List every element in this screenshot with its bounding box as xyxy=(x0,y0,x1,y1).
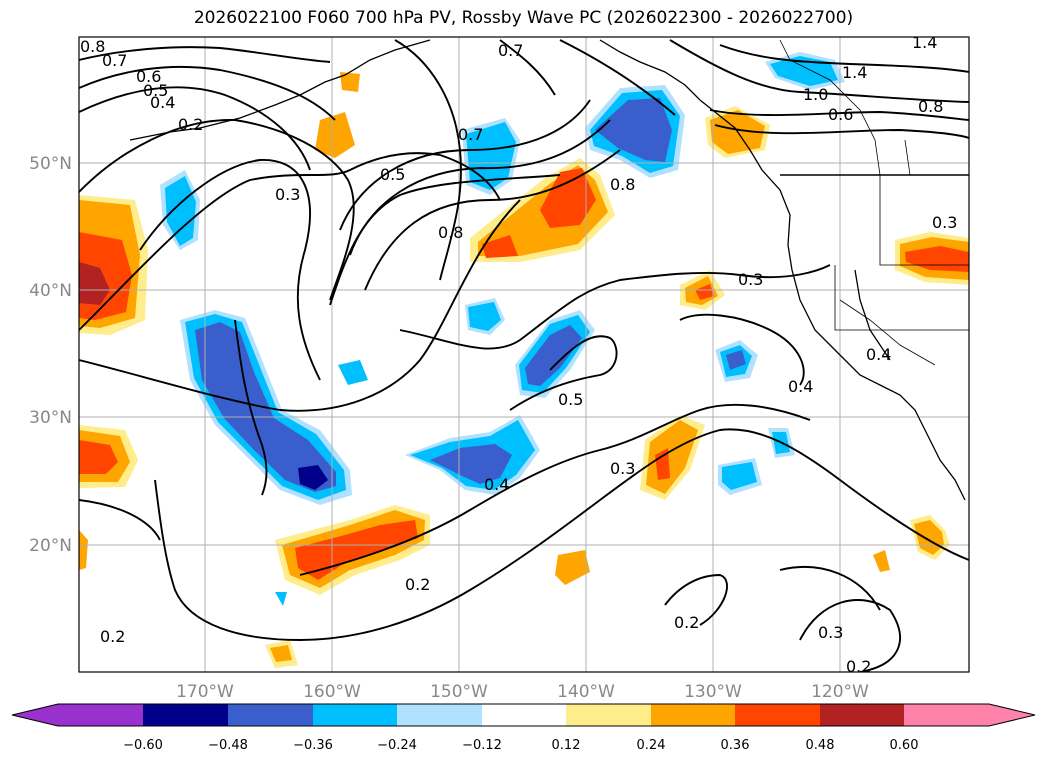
contour-label: 0.6 xyxy=(828,105,853,124)
colorbar-outline xyxy=(11,703,1036,727)
contour-label: 0.3 xyxy=(275,185,300,204)
colorbar: −0.60 −0.48 −0.36 −0.24 −0.12 0.12 0.24 … xyxy=(11,703,1036,753)
contour-label: 0.2 xyxy=(846,657,871,676)
positive-anomaly-shading xyxy=(79,72,969,668)
contour-label: 0.4 xyxy=(150,93,175,112)
colorbar-segment xyxy=(397,704,482,726)
map-plot-area: 0.8 0.7 0.6 0.5 0.4 0.2 0.3 0.5 0.7 0.8 … xyxy=(79,33,969,676)
longitude-axis: 170°W 160°W 150°W 140°W 130°W 120°W xyxy=(176,682,869,702)
contour-label: 1.0 xyxy=(803,85,828,104)
lat-tick-label: 20°N xyxy=(29,536,72,556)
colorbar-segment xyxy=(228,704,313,726)
colorbar-tick-label: −0.36 xyxy=(293,738,333,753)
lat-tick-label: 30°N xyxy=(29,408,72,428)
contour-label: 0.2 xyxy=(674,613,699,632)
contour-label: 0.5 xyxy=(558,390,583,409)
contour-label: 0.7 xyxy=(102,51,127,70)
contour-label: 0.3 xyxy=(738,270,763,289)
colorbar-segment xyxy=(566,704,651,726)
contour-label: 0.4 xyxy=(866,345,891,364)
colorbar-segment xyxy=(735,704,820,726)
map-frame xyxy=(78,36,970,673)
contour-label: 0.8 xyxy=(438,223,463,242)
lon-tick-label: 160°W xyxy=(303,682,361,702)
colorbar-tick-label: 0.60 xyxy=(890,738,919,753)
contour-label: 0.7 xyxy=(458,125,483,144)
colorbar-tick-label: 0.36 xyxy=(721,738,750,753)
contour-label: 0.8 xyxy=(918,97,943,116)
contour-label: 0.5 xyxy=(380,165,405,184)
contour-label: 0.4 xyxy=(788,377,813,396)
contour-label: 0.8 xyxy=(80,37,105,56)
lat-tick-label: 50°N xyxy=(29,154,72,174)
lon-tick-label: 140°W xyxy=(557,682,615,702)
colorbar-segment xyxy=(651,704,735,726)
colorbar-segment xyxy=(482,704,566,726)
contour-label: 0.4 xyxy=(484,475,509,494)
colorbar-segment xyxy=(58,704,143,726)
latitude-axis: 50°N 40°N 30°N 20°N xyxy=(29,154,72,556)
contour-label: 0.3 xyxy=(818,623,843,642)
colorbar-tick-label: 0.12 xyxy=(552,738,581,753)
colorbar-segment xyxy=(820,704,904,726)
colorbar-extend-high xyxy=(989,704,1035,726)
contour-label: 1.4 xyxy=(842,63,867,82)
lon-tick-label: 130°W xyxy=(684,682,742,702)
colorbar-tick-label: 0.24 xyxy=(637,738,666,753)
contour-label: 0.3 xyxy=(932,213,957,232)
contour-label: 0.2 xyxy=(178,115,203,134)
pv-contours xyxy=(79,39,969,672)
colorbar-tick-label: −0.24 xyxy=(377,738,417,753)
contour-label: 1.4 xyxy=(912,33,937,52)
colorbar-segment xyxy=(904,704,989,726)
colorbar-extend-low xyxy=(12,704,58,726)
map-title: 2026022100 F060 700 hPa PV, Rossby Wave … xyxy=(193,8,854,28)
colorbar-tick-label: 0.48 xyxy=(806,738,835,753)
colorbar-segment xyxy=(313,704,397,726)
gridlines xyxy=(79,37,969,672)
contour-label: 0.8 xyxy=(610,175,635,194)
lon-tick-label: 120°W xyxy=(811,682,869,702)
contour-label-group: 0.8 0.7 0.6 0.5 0.4 0.2 0.3 0.5 0.7 0.8 … xyxy=(80,33,957,676)
contour-label: 0.2 xyxy=(100,627,125,646)
contour-label: 0.2 xyxy=(405,575,430,594)
colorbar-segment xyxy=(143,704,228,726)
lat-tick-label: 40°N xyxy=(29,281,72,301)
lon-tick-label: 150°W xyxy=(430,682,488,702)
contour-label: 0.3 xyxy=(610,459,635,478)
colorbar-tick-label: −0.12 xyxy=(462,738,502,753)
colorbar-tick-label: −0.48 xyxy=(208,738,248,753)
contour-label: 0.7 xyxy=(498,41,523,60)
contour-label: 0.6 xyxy=(136,67,161,86)
contour-label: 0.5 xyxy=(143,81,168,100)
lon-tick-label: 170°W xyxy=(176,682,234,702)
colorbar-tick-label: −0.60 xyxy=(123,738,163,753)
